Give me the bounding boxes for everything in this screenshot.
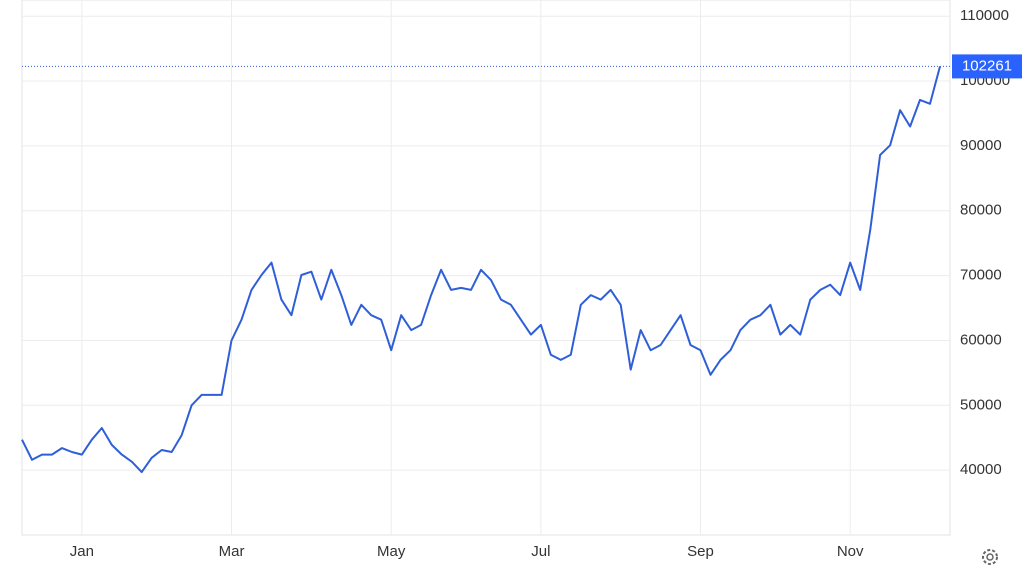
price-line [21,66,941,474]
x-tick-label: Mar [219,543,245,560]
y-tick-label: 60000 [960,331,1002,348]
x-tick-label: Jul [531,543,550,560]
gear-teeth [982,549,998,565]
x-tick-label: Nov [837,543,864,560]
x-tick-label: Sep [687,543,714,560]
gear-hub [986,553,994,561]
plot-frame [21,0,951,536]
last-price-box [952,54,1022,79]
settings-icon[interactable] [982,549,998,565]
last-price-label: 102261 [962,57,1012,74]
y-tick-label: 50000 [960,396,1002,413]
y-tick-label: 70000 [960,267,1002,284]
y-tick-label: 110000 [960,7,1009,24]
x-tick-label: Jan [70,543,94,560]
x-tick-label: May [377,543,406,560]
y-tick-label: 40000 [960,461,1002,478]
y-tick-label: 90000 [960,137,1002,154]
y-tick-label: 80000 [960,202,1002,219]
